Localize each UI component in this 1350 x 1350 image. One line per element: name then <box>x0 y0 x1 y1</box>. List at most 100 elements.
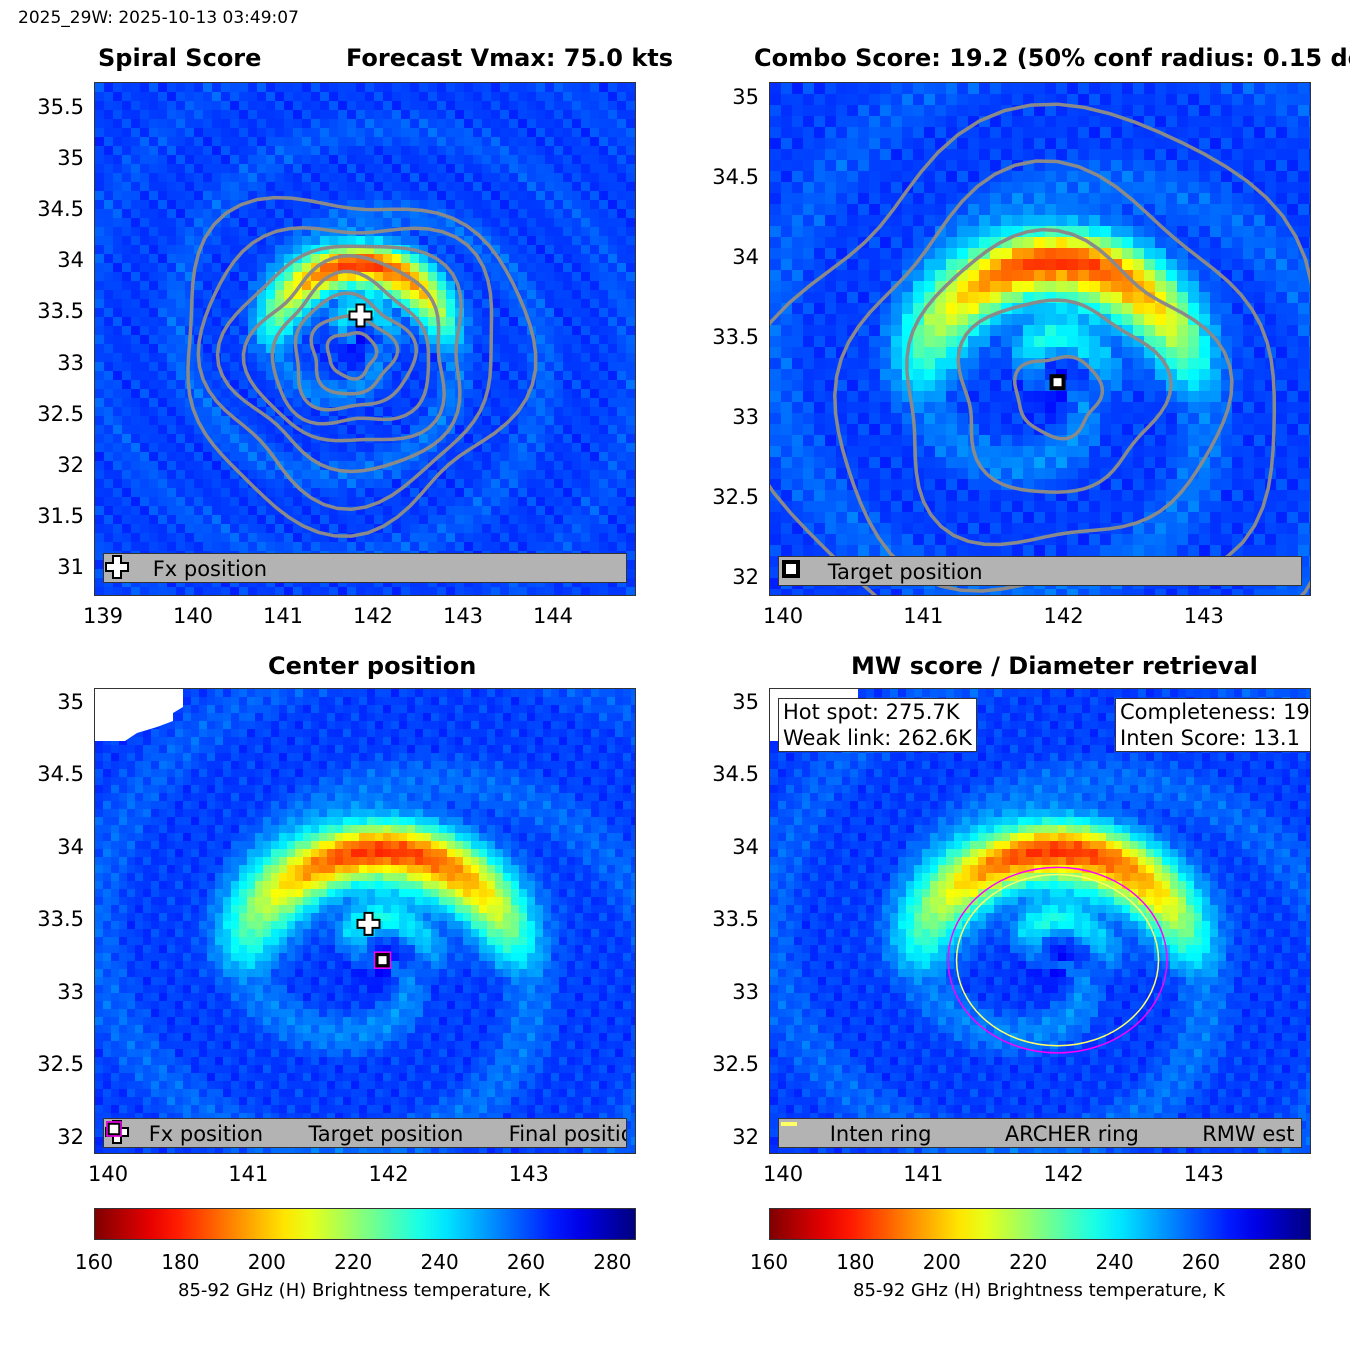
y-tick-label: 33 <box>732 405 759 429</box>
colorbar-left <box>94 1208 636 1240</box>
x-tick-label: 143 <box>442 604 484 628</box>
x-tick-label: 141 <box>903 604 944 628</box>
legend-label-target: Target position <box>308 1122 464 1146</box>
x-tick-label: 143 <box>1183 604 1224 628</box>
colorbar-tick-label: 280 <box>593 1250 632 1274</box>
x-tick-label: 144 <box>532 604 574 628</box>
contour-lines <box>186 195 538 538</box>
y-tick-label: 34.5 <box>712 165 759 189</box>
x-tick-label: 139 <box>82 604 124 628</box>
legend-label-inten: Inten ring <box>829 1122 932 1146</box>
colorbar-left-label: 85-92 GHz (H) Brightness temperature, K <box>178 1280 550 1301</box>
y-tick-label: 34 <box>57 248 84 273</box>
y-tick-label: 33 <box>57 979 84 1004</box>
contour-line <box>196 226 494 511</box>
completeness-text: Completeness: 19% <box>1120 700 1311 724</box>
y-tick-label: 33.5 <box>712 907 759 931</box>
contour-line <box>241 254 446 443</box>
x-tick-label: 140 <box>762 1162 804 1186</box>
y-tick-label: 34.5 <box>712 762 759 786</box>
x-tick-label: 140 <box>172 604 214 628</box>
contour-line <box>1012 354 1105 441</box>
final-position-marker <box>373 951 392 969</box>
y-tick-label: 32.5 <box>37 1052 84 1076</box>
contour-line <box>270 269 431 426</box>
colorbar-tick-label: 180 <box>161 1250 200 1274</box>
colorbar-tick-label: 280 <box>1268 1250 1307 1274</box>
hot-spot-text: Hot spot: 275.7K <box>783 700 960 724</box>
completeness-box: Completeness: 19% Inten Score: 13.1 <box>1115 698 1311 752</box>
colorbar-right-label: 85-92 GHz (H) Brightness temperature, K <box>853 1280 1225 1301</box>
colorbar-tick-label: 160 <box>749 1250 789 1274</box>
y-tick-label: 35 <box>57 145 84 170</box>
y-tick-label: 34.5 <box>37 197 84 221</box>
combo-score-plot: Target position <box>769 82 1311 596</box>
colorbar-tick-label: 160 <box>74 1250 114 1274</box>
center-title: Center position <box>268 652 477 680</box>
mw-title: MW score / Diameter retrieval <box>851 652 1258 680</box>
x-tick-label: 140 <box>762 604 804 628</box>
fx-position-marker <box>348 303 373 328</box>
x-tick-label: 142 <box>1043 604 1084 628</box>
colorbar-tick-label: 220 <box>334 1250 373 1274</box>
legend-label-rmw: RMW est (sfc) <box>1202 1122 1301 1146</box>
y-tick-label: 32 <box>732 565 759 589</box>
mw-heatmap-svg <box>770 689 1310 1153</box>
y-tick-label: 33 <box>732 979 759 1004</box>
x-tick-label: 141 <box>262 604 304 628</box>
y-tick-label: 34 <box>732 834 759 859</box>
y-tick-label: 35 <box>57 689 84 714</box>
colorbar-tick-label: 240 <box>1095 1250 1134 1274</box>
colorbar-tick-label: 200 <box>922 1250 961 1274</box>
y-tick-label: 32 <box>732 1124 759 1149</box>
y-tick-label: 35 <box>732 689 759 714</box>
spiral-title: Spiral Score <box>98 44 262 72</box>
contour-line <box>293 291 419 412</box>
spiral-score-plot: Fx position <box>94 82 636 596</box>
archer-ring <box>947 866 1168 1054</box>
header-timestamp: 2025_29W: 2025-10-13 03:49:07 <box>18 8 299 28</box>
y-tick-label: 32.5 <box>712 485 759 509</box>
colorbar-tick-label: 220 <box>1009 1250 1048 1274</box>
center-legend: Fx position Target position Final positi… <box>103 1118 627 1148</box>
colorbar-tick-label: 180 <box>836 1250 875 1274</box>
combo-legend: Target position <box>778 556 1302 586</box>
x-tick-label: 143 <box>1183 1162 1224 1186</box>
rmw-ring <box>955 873 1160 1047</box>
colorbar-tick-label: 200 <box>247 1250 286 1274</box>
colorbar-right <box>769 1208 1311 1240</box>
mw-legend: Inten ring ARCHER ring RMW est (sfc) <box>778 1118 1302 1148</box>
x-tick-label: 141 <box>903 1162 944 1186</box>
legend-label-fx: Fx position <box>148 1122 264 1146</box>
spiral-legend: Fx position <box>103 553 627 583</box>
hot-spot-box: Hot spot: 275.7K Weak link: 262.6K <box>778 698 977 752</box>
contour-line <box>325 331 379 381</box>
y-tick-label: 31.5 <box>37 504 84 529</box>
y-tick-label: 31 <box>57 555 84 580</box>
x-tick-label: 140 <box>87 1162 129 1186</box>
y-tick-label: 33.5 <box>37 907 84 931</box>
y-tick-label: 33.5 <box>712 325 759 349</box>
center-position-plot: Fx position Target position Final positi… <box>94 688 636 1154</box>
target-position-marker <box>1049 374 1066 391</box>
x-tick-label: 142 <box>352 604 394 628</box>
colorbar-tick-label: 240 <box>420 1250 459 1274</box>
y-tick-label: 32 <box>57 453 84 477</box>
combo-title: Combo Score: 19.2 (50% conf radius: 0.15… <box>754 44 1350 72</box>
y-tick-label: 35.5 <box>37 94 84 119</box>
legend-label-target: Target position <box>827 560 983 584</box>
colorbar-tick-label: 260 <box>1181 1250 1221 1274</box>
x-tick-label: 141 <box>228 1162 269 1186</box>
combo-heatmap-svg <box>770 83 1310 595</box>
target-position-marker <box>374 952 391 969</box>
contour-line <box>956 298 1173 494</box>
y-tick-label: 35 <box>732 85 759 109</box>
weak-link-text: Weak link: 262.6K <box>783 726 972 750</box>
spiral-heatmap-svg <box>95 83 635 595</box>
y-tick-label: 32.5 <box>712 1052 759 1076</box>
y-tick-label: 32.5 <box>37 401 84 426</box>
contour-line <box>215 244 463 474</box>
y-tick-label: 34 <box>57 834 84 859</box>
forecast-vmax-title: Forecast Vmax: 75.0 kts <box>346 44 674 72</box>
y-tick-label: 34.5 <box>37 762 84 786</box>
